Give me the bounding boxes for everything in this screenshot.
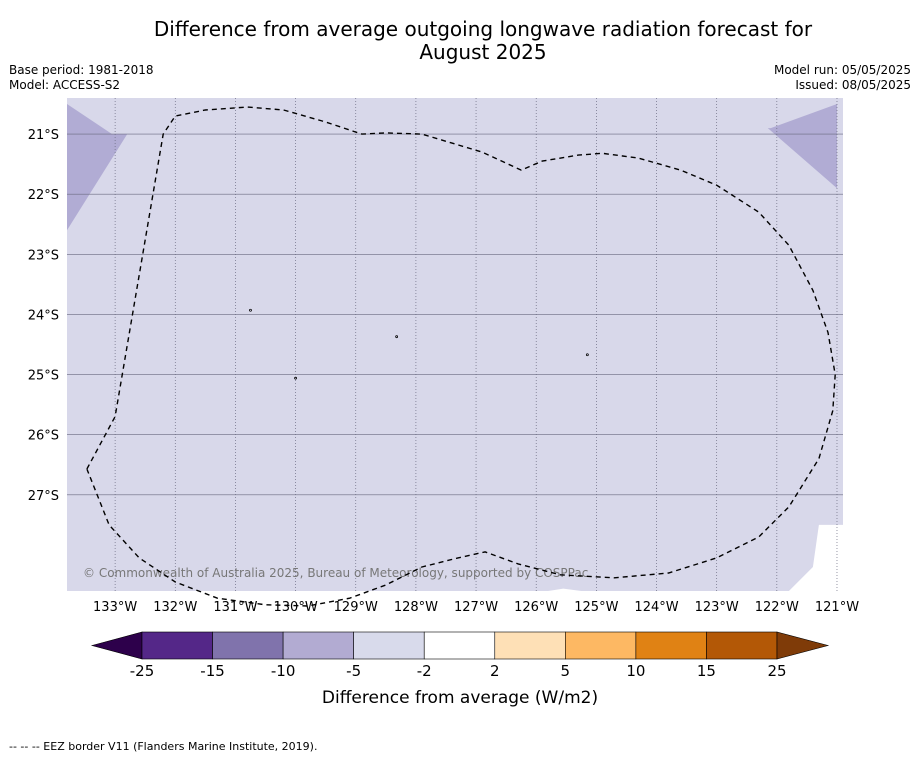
colorbar-under-arrow (90, 631, 143, 660)
colorbar-swatch-5 (494, 631, 566, 660)
colorbar-tick-label: -15 (200, 662, 225, 680)
lon-tick-label: 126°W (514, 600, 558, 615)
lon-tick-label: 124°W (634, 600, 678, 615)
issued-date: Issued: 08/05/2025 (795, 78, 911, 92)
title-line-2: August 2025 (419, 40, 547, 64)
chart-title: Difference from average outgoing longwav… (0, 18, 919, 64)
no-data-area-0 (788, 524, 843, 591)
map-background (67, 98, 843, 591)
colorbar-tick-label: 25 (767, 662, 786, 680)
lat-tick-label: 21°S (28, 128, 59, 143)
island-marker-2 (294, 376, 297, 380)
colorbar-over-arrow (776, 631, 830, 660)
colorbar-swatch-8 (706, 631, 778, 660)
island-marker-1 (395, 335, 399, 339)
eez-legend-note: -- -- -- EEZ border V11 (Flanders Marine… (9, 740, 318, 753)
no-data-area-1 (548, 588, 582, 591)
colorbar-tick-label: 15 (697, 662, 716, 680)
anomaly-region-0 (67, 104, 128, 231)
colorbar-tick-label: -2 (417, 662, 432, 680)
title-line-1: Difference from average outgoing longwav… (153, 17, 813, 41)
lon-tick-label: 131°W (213, 600, 257, 615)
lon-tick-label: 133°W (93, 600, 137, 615)
colorbar-tick-label: -5 (346, 662, 361, 680)
lat-tick-label: 23°S (28, 248, 59, 263)
eez-border-line (86, 106, 836, 607)
colorbar-label: Difference from average (W/m2) (322, 688, 598, 708)
lon-tick-label: 129°W (334, 600, 378, 615)
colorbar-swatch-2 (282, 631, 354, 660)
island-marker-0 (249, 308, 252, 312)
meta-left: Base period: 1981-2018 Model: ACCESS-S2 (9, 63, 154, 93)
colorbar-swatch-1 (212, 631, 284, 660)
colorbar-swatch-3 (353, 631, 425, 660)
colorbar-tick-label: -10 (271, 662, 296, 680)
lat-tick-label: 24°S (28, 308, 59, 323)
lon-tick-label: 123°W (695, 600, 739, 615)
colorbar-swatch-4 (423, 631, 496, 660)
copyright-text: © Commonwealth of Australia 2025, Bureau… (83, 566, 588, 580)
colorbar-swatch-7 (635, 631, 707, 660)
lat-tick-label: 22°S (28, 188, 59, 203)
lat-tick-label: 26°S (28, 429, 59, 444)
colorbar-tick-label: 5 (561, 662, 571, 680)
lon-tick-label: 128°W (394, 600, 438, 615)
colorbar-swatch-6 (565, 631, 637, 660)
model-run: Model run: 05/05/2025 (773, 63, 911, 77)
lon-tick-label: 125°W (574, 600, 618, 615)
base-period: Base period: 1981-2018 (9, 63, 154, 77)
lon-tick-label: 132°W (153, 600, 197, 615)
lon-tick-label: 130°W (274, 600, 318, 615)
lat-tick-label: 27°S (28, 489, 59, 504)
lon-tick-label: 127°W (454, 600, 498, 615)
meta-right: Model run: 05/05/2025 Issued: 08/05/2025 (774, 63, 911, 93)
anomaly-region-1 (767, 104, 837, 189)
island-marker-3 (585, 353, 589, 357)
lon-tick-label: 122°W (755, 600, 799, 615)
colorbar-tick-label: 2 (490, 662, 500, 680)
model-name: Model: ACCESS-S2 (9, 78, 121, 92)
colorbar-swatch-0 (141, 631, 213, 660)
colorbar-tick-label: -25 (130, 662, 155, 680)
colorbar-tick-label: 10 (626, 662, 645, 680)
lon-tick-label: 121°W (815, 600, 859, 615)
lat-tick-label: 25°S (28, 369, 59, 384)
